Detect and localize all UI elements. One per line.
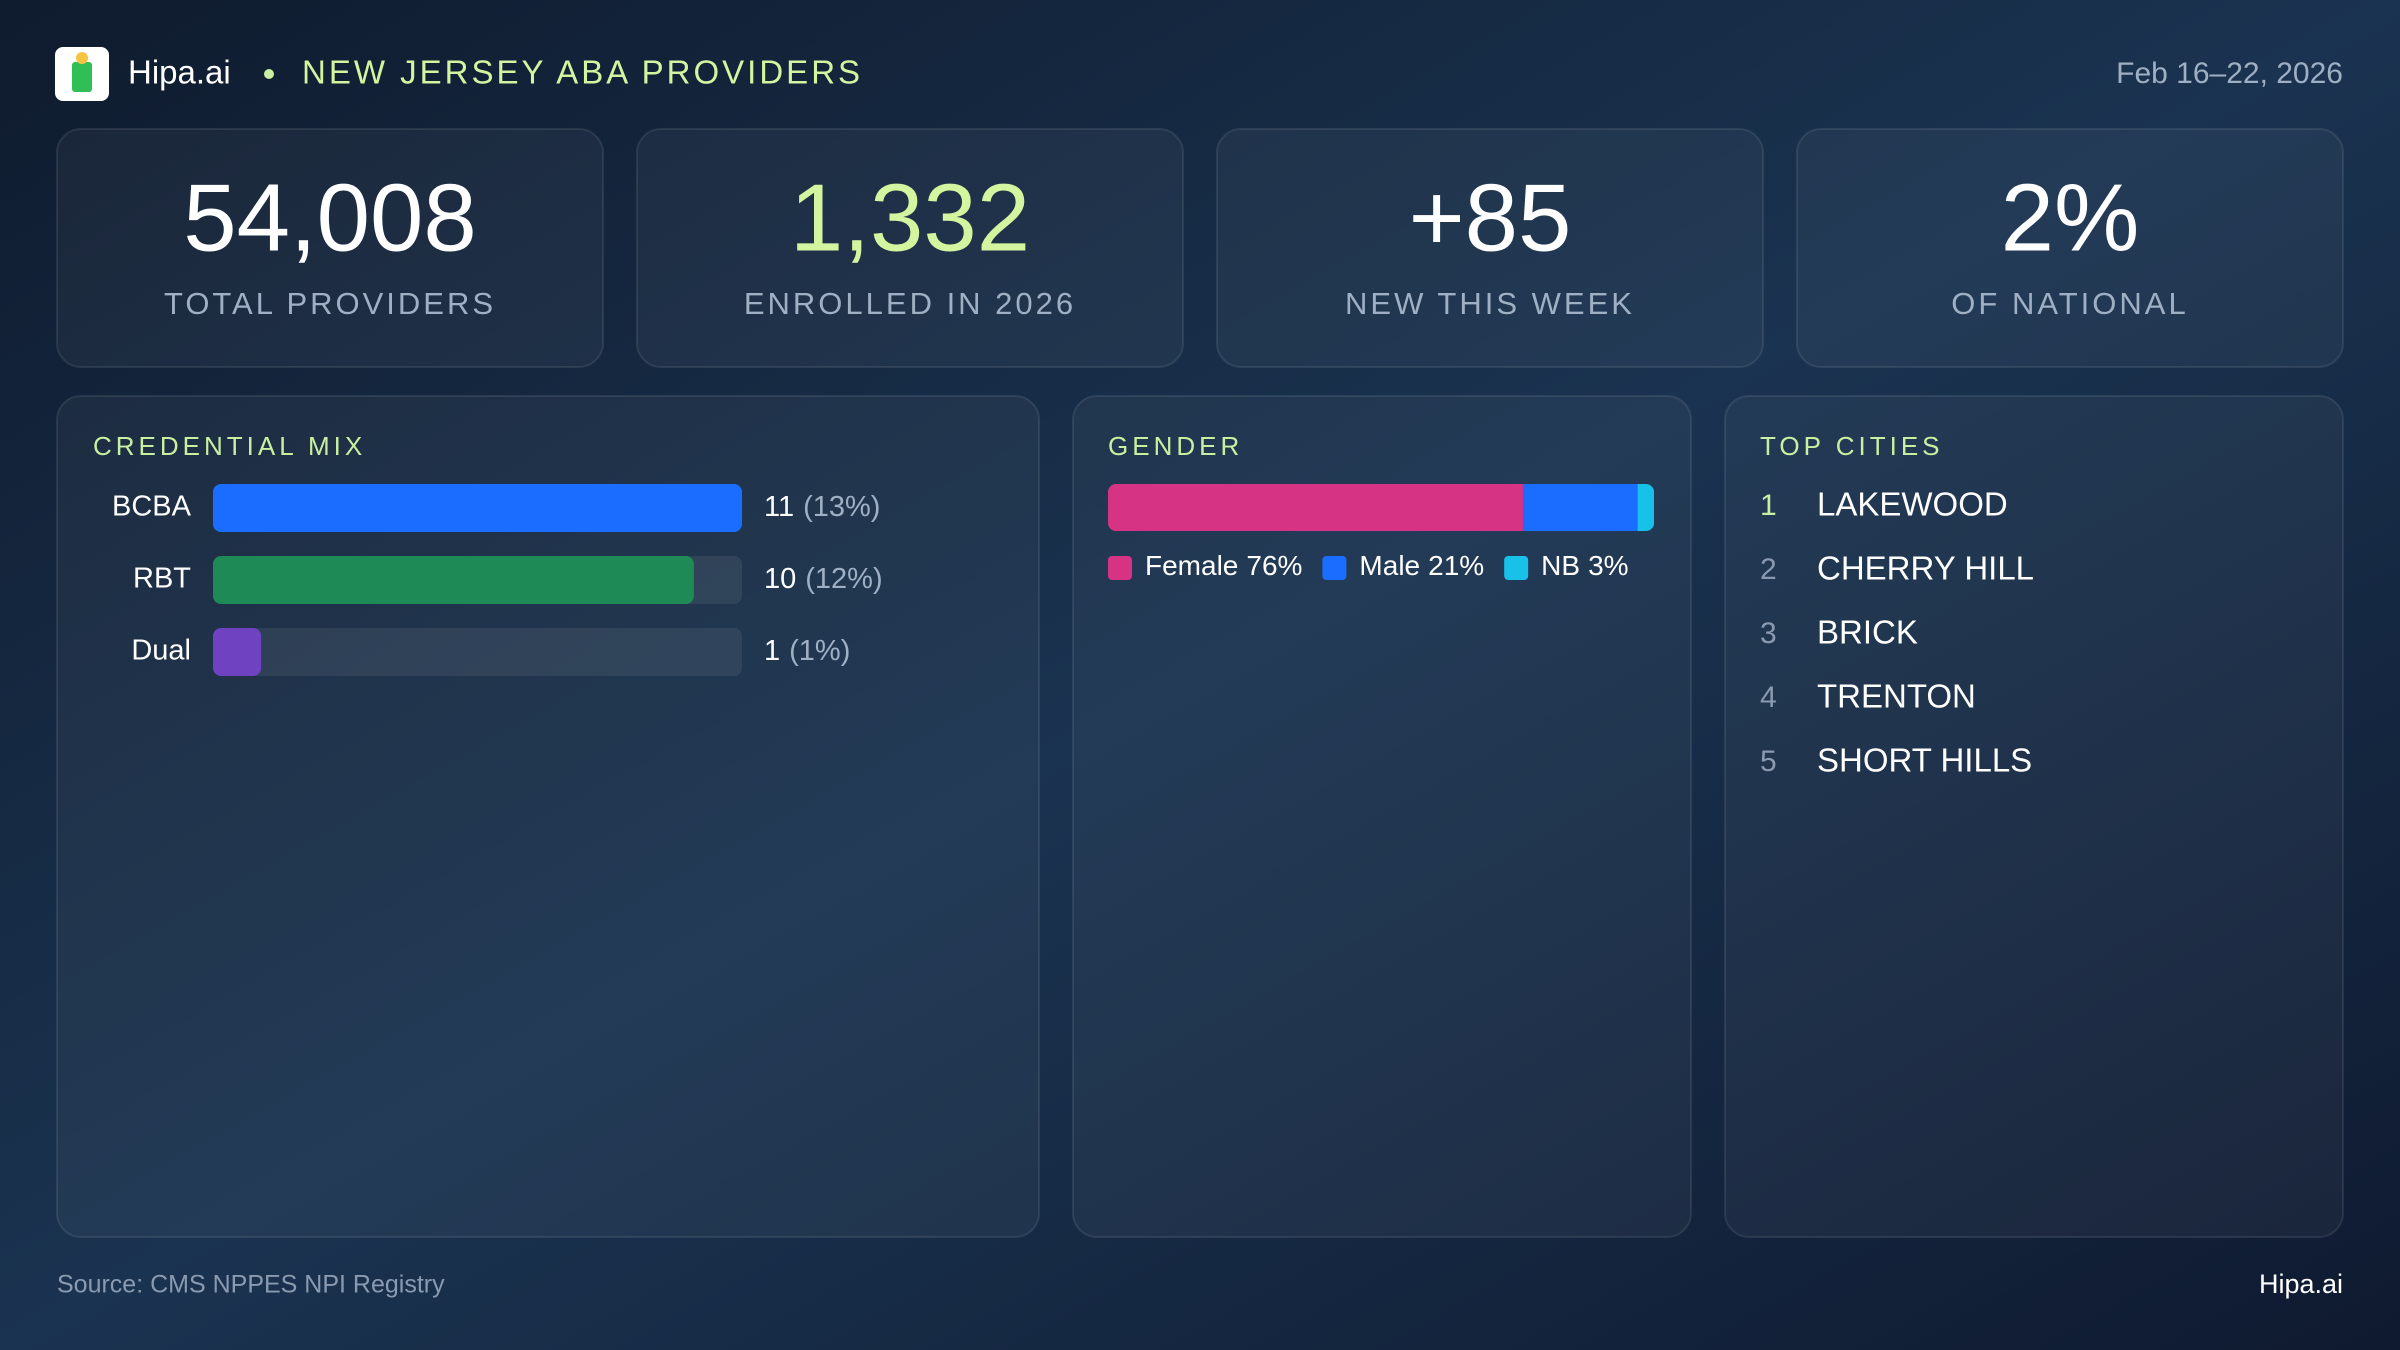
bar (213, 484, 742, 532)
legend-value: 21% (1428, 550, 1484, 581)
source: Source: CMS NPPES NPI Registry (57, 1271, 445, 1299)
legend-name: Female (1145, 550, 1238, 581)
kpi-label: ENROLLED IN 2026 (744, 286, 1076, 321)
legend-entry: NB 3% (1541, 550, 1628, 581)
kpi-card (1796, 128, 2344, 368)
value: 10 (764, 563, 796, 595)
share: (1%) (789, 635, 850, 667)
bar-segment (1637, 484, 1654, 531)
category-label: BCBA (112, 491, 192, 523)
legend-swatch (1322, 556, 1347, 580)
value: 11 (764, 491, 794, 523)
legend-entry: Male 21% (1359, 550, 1484, 581)
kpi-value: +85 (1409, 164, 1572, 271)
date-range: Feb 16–22, 2026 (2116, 57, 2343, 90)
logo (55, 47, 109, 101)
value: 1 (764, 635, 780, 667)
city-rank: 5 (1760, 745, 1777, 778)
legend-value: 3% (1588, 550, 1628, 581)
kpi-card (636, 128, 1184, 368)
share: (12%) (805, 563, 882, 595)
value-label: 10 (12%) (764, 563, 883, 595)
city-name: TRENTON (1817, 678, 1976, 715)
city-name: BRICK (1817, 614, 1918, 651)
city-rank: 1 (1760, 489, 1777, 522)
separator-dot (264, 69, 274, 79)
category-label: Dual (131, 635, 191, 667)
stacked-bar (1108, 484, 1654, 531)
share: (13%) (803, 491, 880, 523)
bar (213, 628, 262, 676)
panel (1724, 395, 2344, 1238)
panel-title: CREDENTIAL MIX (93, 431, 366, 461)
bar-segment (1108, 484, 1523, 531)
kpi-label: NEW THIS WEEK (1345, 286, 1635, 321)
city-rank: 3 (1760, 617, 1777, 650)
legend-entry: Female 76% (1145, 550, 1302, 581)
kpi-label: OF NATIONAL (1951, 286, 2188, 321)
city-name: CHERRY HILL (1817, 550, 2034, 587)
kpi-card (1216, 128, 1764, 368)
legend-value: 76% (1246, 550, 1302, 581)
bar (213, 556, 694, 604)
value-label: 1 (1%) (764, 635, 850, 667)
kpi-value: 1,332 (790, 164, 1030, 271)
bar-track (213, 628, 742, 676)
panel-title: GENDER (1108, 431, 1243, 461)
kpi-label: TOTAL PROVIDERS (164, 286, 496, 321)
city-name: SHORT HILLS (1817, 742, 2032, 779)
legend-swatch (1504, 556, 1529, 580)
legend-name: Male (1359, 550, 1420, 581)
city-rank: 2 (1760, 553, 1777, 586)
kpi-value: 54,008 (183, 164, 477, 271)
panel (56, 395, 1040, 1238)
brand: Hipa.ai (128, 54, 231, 91)
legend-swatch (1108, 556, 1132, 580)
category-label: RBT (133, 563, 191, 595)
legend-name: NB (1541, 550, 1580, 581)
bar-segment (1522, 484, 1638, 531)
footer-brand: Hipa.ai (2259, 1269, 2343, 1299)
city-name: LAKEWOOD (1817, 486, 2008, 523)
kpi-card (56, 128, 604, 368)
panel (1072, 395, 1692, 1238)
panel-title: TOP CITIES (1760, 431, 1944, 461)
city-rank: 4 (1760, 681, 1777, 714)
page-title: NEW JERSEY ABA PROVIDERS (302, 54, 863, 91)
value-label: 11 (13%) (764, 491, 880, 523)
kpi-value: 2% (2001, 164, 2140, 271)
